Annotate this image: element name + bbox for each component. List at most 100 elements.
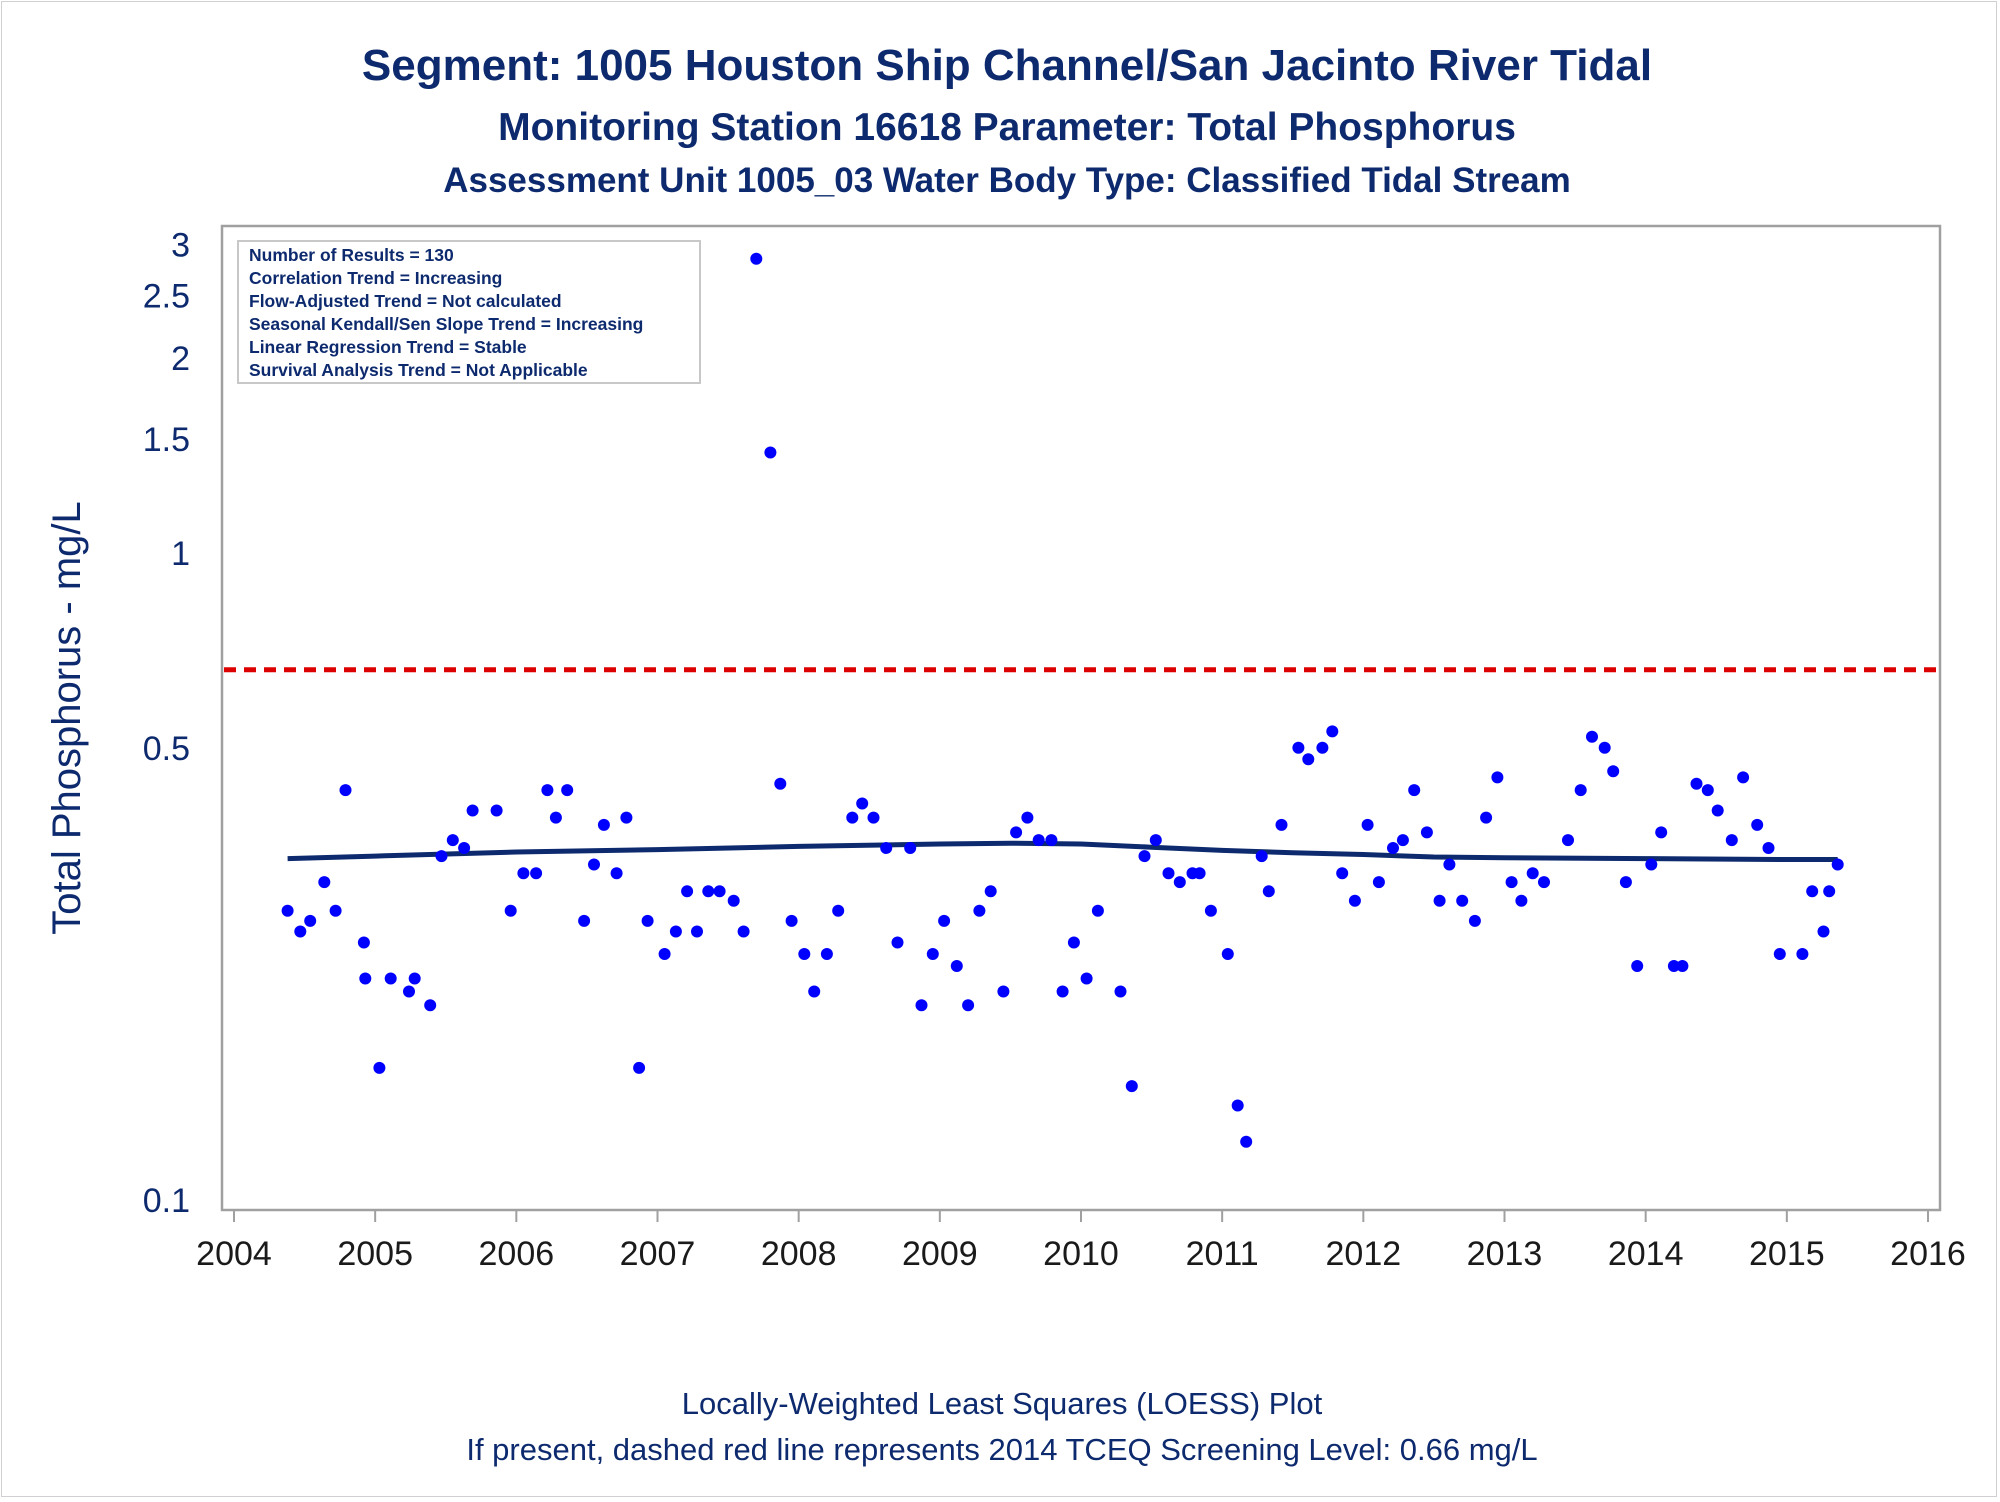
data-point bbox=[1725, 834, 1738, 847]
x-tick-label: 2011 bbox=[1186, 1235, 1259, 1273]
data-point bbox=[1408, 784, 1421, 797]
stats-line-survival: Survival Analysis Trend = Not Applicable bbox=[249, 360, 588, 380]
data-point bbox=[1262, 885, 1275, 898]
y-axis-label: Total Phosphorus - mg/L bbox=[45, 501, 89, 935]
data-point bbox=[1138, 850, 1151, 863]
x-tick-label: 2009 bbox=[902, 1235, 978, 1273]
data-point bbox=[1021, 811, 1034, 824]
data-point bbox=[384, 972, 397, 985]
data-point bbox=[1045, 834, 1058, 847]
data-point bbox=[1701, 784, 1714, 797]
data-point bbox=[1396, 834, 1409, 847]
data-point bbox=[1515, 894, 1528, 907]
data-point bbox=[435, 850, 448, 863]
data-point bbox=[359, 972, 372, 985]
data-point bbox=[926, 948, 939, 960]
data-point bbox=[373, 1061, 386, 1074]
data-point bbox=[1480, 811, 1493, 824]
data-point bbox=[1420, 826, 1433, 839]
data-point bbox=[846, 811, 859, 824]
data-point bbox=[446, 834, 459, 847]
data-point bbox=[1538, 876, 1550, 889]
data-point bbox=[681, 885, 694, 898]
data-point bbox=[1193, 867, 1206, 880]
data-point bbox=[1667, 960, 1680, 972]
y-tick-label: 1 bbox=[171, 535, 190, 573]
data-point bbox=[633, 1061, 646, 1074]
data-point bbox=[891, 936, 904, 949]
data-point bbox=[458, 842, 471, 854]
data-point bbox=[1762, 842, 1775, 854]
y-tick-label: 2.5 bbox=[143, 278, 190, 316]
data-point bbox=[490, 804, 503, 817]
data-point bbox=[403, 985, 415, 998]
data-point bbox=[1676, 960, 1689, 972]
y-tick-label: 0.5 bbox=[143, 730, 190, 768]
data-point bbox=[1751, 818, 1764, 831]
footnote-screening: If present, dashed red line represents 2… bbox=[466, 1432, 1537, 1467]
data-point bbox=[1010, 826, 1023, 839]
data-point bbox=[1796, 948, 1809, 960]
data-point bbox=[408, 972, 421, 985]
data-point bbox=[339, 784, 352, 797]
data-point bbox=[1125, 1080, 1138, 1093]
data-point bbox=[1468, 914, 1481, 927]
data-point bbox=[281, 904, 294, 917]
y-tick-label: 0.1 bbox=[143, 1182, 190, 1220]
data-point bbox=[915, 999, 928, 1012]
stats-line-results: Number of Results = 130 bbox=[249, 245, 454, 265]
data-point bbox=[504, 904, 517, 917]
x-tick-label: 2004 bbox=[196, 1235, 272, 1273]
data-point bbox=[1690, 777, 1703, 790]
data-point bbox=[1711, 804, 1724, 817]
data-point bbox=[466, 804, 479, 817]
data-point bbox=[1173, 876, 1186, 889]
data-point bbox=[1240, 1135, 1253, 1148]
chart-subtitle-2: Assessment Unit 1005_03 Water Body Type:… bbox=[443, 161, 1571, 200]
data-point bbox=[1655, 826, 1668, 839]
data-point bbox=[737, 925, 750, 938]
data-point bbox=[798, 948, 811, 960]
stats-line-correlation: Correlation Trend = Increasing bbox=[249, 268, 502, 288]
data-point bbox=[1067, 936, 1080, 949]
data-point bbox=[1091, 904, 1104, 917]
data-point bbox=[1292, 741, 1305, 754]
data-point bbox=[658, 948, 671, 960]
data-point bbox=[764, 446, 777, 459]
data-point bbox=[561, 784, 574, 797]
data-point bbox=[984, 885, 997, 898]
data-point bbox=[880, 842, 893, 854]
data-point bbox=[867, 811, 880, 824]
data-point bbox=[1336, 867, 1349, 880]
data-point bbox=[1032, 834, 1045, 847]
data-point bbox=[1491, 771, 1504, 784]
footnote-loess: Locally-Weighted Least Squares (LOESS) P… bbox=[682, 1386, 1323, 1421]
data-point bbox=[1348, 894, 1361, 907]
y-tick-label: 2 bbox=[171, 340, 190, 378]
data-point bbox=[691, 925, 703, 938]
x-tick-label: 2006 bbox=[479, 1235, 555, 1273]
data-point bbox=[1505, 876, 1518, 889]
x-tick-label: 2013 bbox=[1467, 1235, 1543, 1273]
data-point bbox=[1221, 948, 1234, 960]
data-point bbox=[541, 784, 554, 797]
data-point bbox=[1231, 1099, 1244, 1112]
data-point bbox=[808, 985, 821, 998]
data-point bbox=[1619, 876, 1632, 889]
x-tick-label: 2012 bbox=[1326, 1235, 1402, 1273]
data-point bbox=[1817, 925, 1830, 938]
data-point bbox=[329, 904, 342, 917]
data-point bbox=[1275, 818, 1288, 831]
data-point bbox=[1361, 818, 1374, 831]
data-point bbox=[357, 936, 370, 949]
data-point bbox=[1149, 834, 1162, 847]
data-point bbox=[294, 925, 307, 938]
chart-title: Segment: 1005 Houston Ship Channel/San J… bbox=[362, 41, 1652, 90]
data-point bbox=[304, 914, 317, 927]
data-point bbox=[997, 985, 1010, 998]
data-point bbox=[517, 867, 530, 880]
data-point bbox=[578, 914, 591, 927]
data-point bbox=[1080, 972, 1093, 985]
